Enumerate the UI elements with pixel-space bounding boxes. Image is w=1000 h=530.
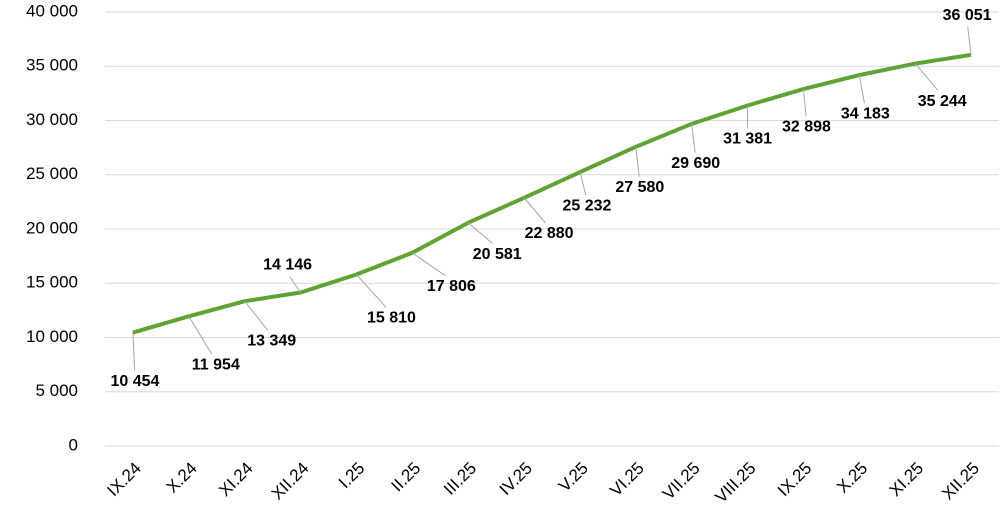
x-tick-label: VIII.25 (711, 459, 759, 507)
data-label: 22 880 (525, 225, 574, 242)
x-tick-label: III.25 (440, 459, 480, 499)
x-tick-label: II.25 (387, 459, 424, 496)
y-tick-label: 5 000 (35, 381, 78, 400)
y-tick-label: 25 000 (26, 164, 78, 183)
data-label: 32 898 (782, 118, 831, 135)
x-tick-label: VII.25 (659, 459, 704, 504)
x-tick-label: X.25 (833, 459, 871, 497)
data-label: 25 232 (562, 197, 611, 214)
leader-line (914, 63, 939, 91)
leader-line (188, 316, 213, 355)
data-label: 11 954 (192, 357, 240, 374)
leader-line (691, 123, 696, 153)
x-tick-label: XII.25 (938, 459, 983, 504)
leader-line (244, 300, 269, 331)
data-line (132, 52, 972, 335)
data-label: 31 381 (723, 131, 772, 148)
data-label: 20 581 (473, 246, 522, 263)
x-tick-label: V.25 (555, 459, 592, 496)
x-tick-label: IX.24 (103, 459, 145, 501)
data-label: 35 244 (918, 93, 967, 110)
leader-line (289, 276, 301, 293)
leader-line (858, 75, 865, 104)
leader-line (412, 252, 446, 277)
data-label: 15 810 (367, 310, 416, 327)
x-tick-label: I.25 (335, 459, 368, 492)
leader-line (356, 274, 387, 308)
y-tick-label: 15 000 (26, 273, 78, 292)
x-tick-label: IX.25 (774, 459, 816, 501)
leader-line (967, 26, 972, 55)
leader-line (579, 172, 587, 196)
data-label: 14 146 (263, 257, 312, 274)
leader-line (802, 89, 807, 117)
data-label: 27 580 (615, 179, 664, 196)
x-tick-label: XI.25 (886, 459, 928, 501)
data-label: 34 183 (841, 105, 890, 122)
x-tick-label: VI.25 (606, 459, 648, 501)
data-label: 17 806 (427, 278, 476, 295)
y-tick-label: 0 (69, 435, 78, 454)
y-tick-label: 20 000 (26, 218, 78, 237)
leader-line (132, 332, 136, 371)
y-tick-label: 30 000 (26, 110, 78, 129)
x-tick-label: IV.25 (496, 459, 536, 499)
x-tick-label: XII.24 (268, 459, 313, 504)
y-tick-label: 40 000 (26, 1, 78, 20)
leader-line (467, 222, 494, 245)
data-label: 10 454 (110, 373, 159, 390)
data-label: 29 690 (671, 155, 720, 172)
data-label: 36 051 (943, 7, 992, 24)
leader-line (523, 197, 546, 224)
leader-line (635, 146, 640, 177)
data-label: 13 349 (247, 332, 296, 349)
y-tick-label: 10 000 (26, 327, 78, 346)
y-tick-label: 35 000 (26, 56, 78, 75)
x-tick-label: XI.24 (215, 459, 257, 501)
x-tick-label: X.24 (163, 459, 201, 497)
